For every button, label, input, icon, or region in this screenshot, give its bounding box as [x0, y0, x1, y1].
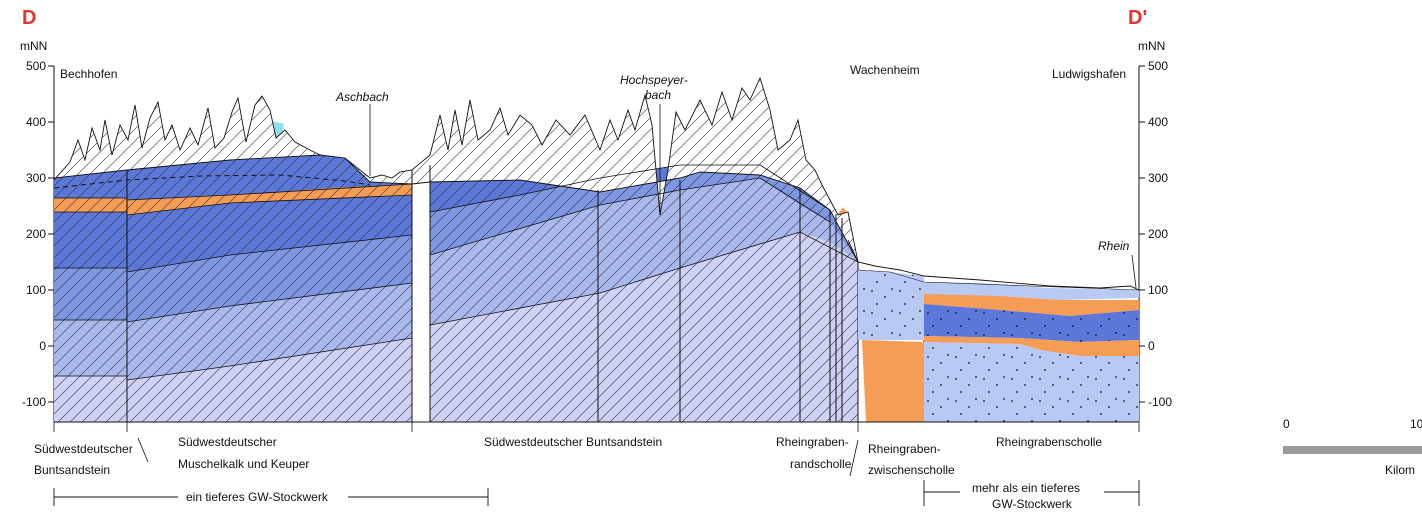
- zone-randscholle-line2: randscholle: [790, 457, 852, 471]
- left-tick-label: 0: [39, 339, 46, 353]
- terrain-relief-hatch: [54, 78, 858, 262]
- zone-muschelkalk-line2: Muschelkalk und Keuper: [178, 457, 309, 471]
- layer-boundaries: [54, 164, 859, 381]
- place-hochspeyerbach-line2: bach: [645, 88, 671, 102]
- graben-scholle-lower-dots: [924, 342, 1139, 422]
- left-tick-label: -100: [22, 395, 46, 409]
- right-tick-label: 200: [1148, 227, 1168, 241]
- left-tick-label: 500: [26, 59, 46, 73]
- hatch-overlay-east: [430, 172, 858, 422]
- zone-randscholle-line1: Rheingraben-: [776, 435, 849, 449]
- graben-scholle-orange-2: [924, 336, 1139, 356]
- gw-label-left: ein tieferes GW-Stockwerk: [186, 490, 329, 504]
- graben-zwischenscholle-orange: [862, 340, 924, 422]
- right-axis-ticks: 500 400 300 200 100 0 -100: [1139, 59, 1172, 409]
- place-rhein: Rhein: [1098, 239, 1130, 253]
- zone-buntsandstein-west-line1: Südwestdeutscher: [34, 442, 133, 456]
- right-tick-label: 500: [1148, 59, 1168, 73]
- right-tick-label: 100: [1148, 283, 1168, 297]
- zone-buntsandstein-west-line2: Buntsandstein: [34, 463, 110, 477]
- graben-zwischenscholle-upper-dots: [858, 270, 924, 340]
- gw-label-right-line2: GW-Stockwerk: [992, 497, 1073, 511]
- hatch-overlay-west: [54, 155, 412, 422]
- gw-bracket-right: [923, 480, 1140, 506]
- place-hochspeyerbach-line1: Hochspeyer-: [620, 73, 688, 87]
- section-end-marker: D': [1128, 7, 1147, 29]
- left-axis-ticks: 500 400 300 200 100 0 -100: [22, 59, 54, 409]
- right-tick-label: 400: [1148, 115, 1168, 129]
- zone-zwischenscholle-line1: Rheingraben-: [868, 442, 941, 456]
- graben-scholle-blue-mid-dots: [924, 304, 1139, 342]
- place-aschbach: Aschbach: [335, 90, 389, 104]
- graben-surface-2: [857, 269, 1140, 291]
- zone-zwischenscholle-line2: zwischenscholle: [868, 463, 955, 477]
- left-tick-label: 100: [26, 283, 46, 297]
- gw-label-right-line1: mehr als ein tieferes: [972, 481, 1080, 495]
- left-unit-label: mNN: [20, 39, 47, 53]
- scale-ten: 10: [1410, 417, 1422, 431]
- left-tick-label: 400: [26, 115, 46, 129]
- zone-buntsandstein-east: Südwestdeutscher Buntsandstein: [484, 435, 662, 449]
- zone-muschelkalk-line1: Südwestdeutscher: [178, 435, 277, 449]
- right-unit-label: mNN: [1138, 39, 1165, 53]
- left-tick-label: 200: [26, 227, 46, 241]
- place-bechhofen: Bechhofen: [60, 67, 117, 81]
- left-tick-label: 300: [26, 171, 46, 185]
- zone-rheingrabenscholle: Rheingrabenscholle: [996, 435, 1102, 449]
- place-ludwigshafen: Ludwigshafen: [1052, 67, 1126, 81]
- rhein-leader: [1131, 254, 1137, 289]
- graben-surface: [847, 239, 1140, 291]
- scale-zero: 0: [1283, 417, 1290, 431]
- zone-dividers: [53, 422, 1140, 477]
- graben-scholle-orange-1: [924, 294, 1139, 316]
- right-tick-label: 300: [1148, 171, 1168, 185]
- right-tick-label: -100: [1148, 395, 1172, 409]
- section-start-marker: D: [22, 7, 36, 29]
- place-wachenheim: Wachenheim: [850, 63, 920, 77]
- gw-bracket-left: [53, 488, 489, 506]
- scale-unit: Kilom: [1385, 463, 1415, 477]
- right-tick-label: 0: [1148, 339, 1155, 353]
- scale-bar: [1283, 446, 1422, 454]
